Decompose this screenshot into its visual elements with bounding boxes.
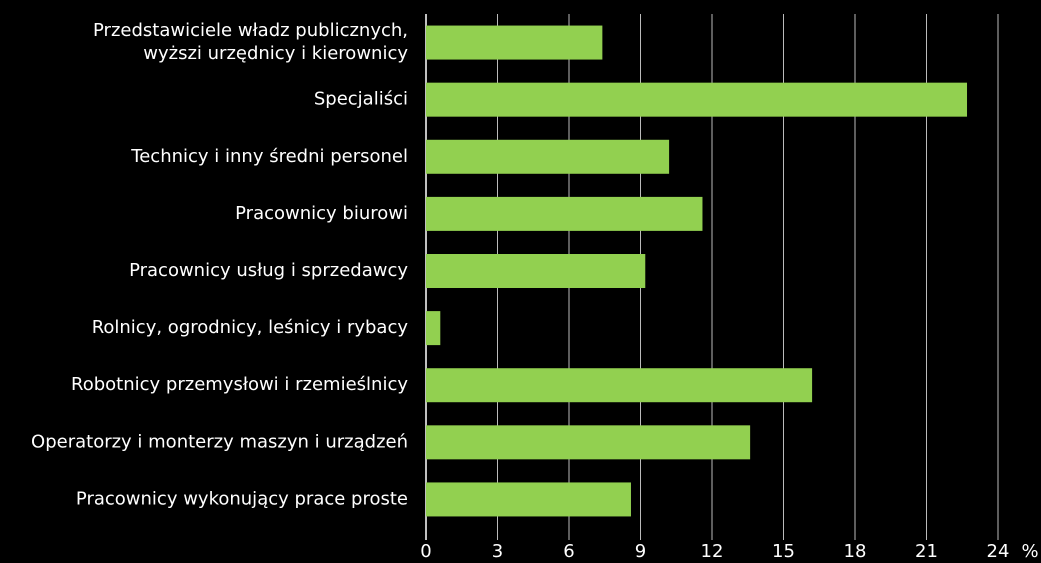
y-tick-label: Technicy i inny średni personel xyxy=(130,146,408,167)
x-tick-label: 6 xyxy=(563,541,574,562)
x-tick-label: 3 xyxy=(492,541,503,562)
y-tick-label: Przedstawiciele władz publicznych, wyższi… xyxy=(93,20,408,64)
y-tick-label: Specjaliści xyxy=(314,89,408,110)
x-tick-label: 0 xyxy=(420,541,431,562)
y-tick-label: Robotnicy przemysłowi i rzemieślnicy xyxy=(71,374,408,395)
x-axis-label: % xyxy=(1021,541,1038,562)
x-tick-label: 15 xyxy=(772,541,795,562)
x-tick-label: 21 xyxy=(915,541,938,562)
bar xyxy=(426,254,646,288)
bar xyxy=(426,82,968,117)
label-line: wyższi urzędnicy i kierownicy xyxy=(143,43,408,64)
x-tick-label: 9 xyxy=(635,541,646,562)
x-tick-label: 12 xyxy=(701,541,724,562)
bar xyxy=(426,311,441,346)
y-tick-label: Pracownicy biurowi xyxy=(235,203,408,224)
x-tick-label: 18 xyxy=(844,541,867,562)
x-tick-label: 24 xyxy=(987,541,1010,562)
bar xyxy=(426,139,670,174)
y-tick-label: Operatorzy i monterzy maszyn i urządzeń xyxy=(31,431,408,452)
bar xyxy=(426,25,603,60)
bar xyxy=(426,368,813,403)
bar xyxy=(426,425,751,460)
y-tick-label: Pracownicy wykonujący prace proste xyxy=(76,488,408,509)
y-tick-label: Rolnicy, ogrodnicy, leśnicy i rybacy xyxy=(92,317,409,338)
bar xyxy=(426,196,703,231)
y-tick-label: Pracownicy usług i sprzedawcy xyxy=(129,260,408,281)
bar xyxy=(426,482,631,517)
label-line: Przedstawiciele władz publicznych, xyxy=(93,20,408,41)
